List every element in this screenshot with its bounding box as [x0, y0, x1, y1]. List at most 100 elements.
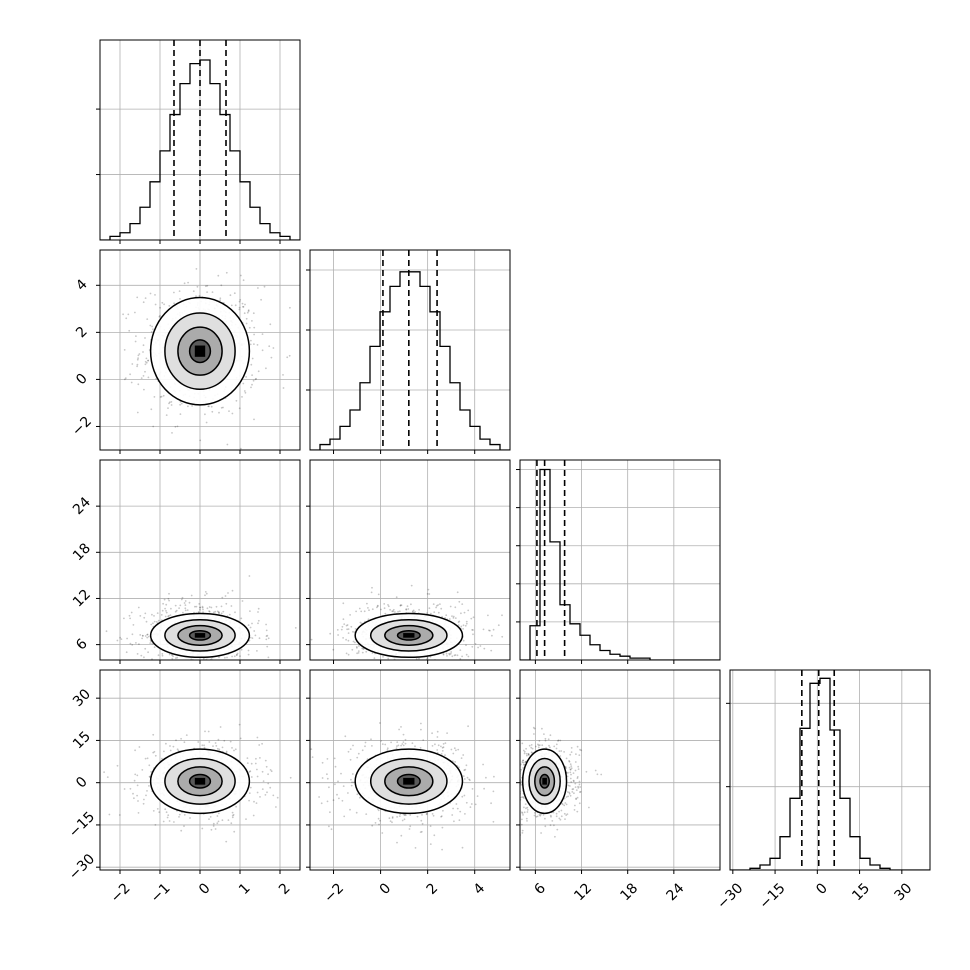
scatter-point — [574, 769, 577, 772]
scatter-point — [167, 597, 170, 600]
scatter-point — [143, 616, 146, 619]
scatter-point — [352, 630, 354, 633]
scatter-point — [142, 344, 145, 347]
scatter-point — [138, 746, 141, 748]
scatter-point — [201, 744, 204, 747]
scatter-point — [182, 661, 184, 663]
scatter-point — [466, 664, 468, 666]
scatter-point — [398, 667, 400, 669]
scatter-point — [428, 607, 431, 610]
scatter-point — [433, 662, 435, 664]
scatter-point — [194, 605, 196, 608]
scatter-point — [491, 634, 493, 637]
scatter-point — [570, 747, 573, 749]
scatter-point — [131, 363, 134, 365]
scatter-point — [451, 814, 454, 816]
scatter-point — [520, 780, 522, 783]
scatter-point — [187, 281, 190, 284]
scatter-point — [161, 653, 164, 655]
scatter-point — [181, 671, 183, 673]
scatter-point — [336, 793, 338, 796]
scatter-point — [261, 333, 264, 335]
scatter-point — [231, 814, 234, 817]
scatter-point — [161, 609, 164, 612]
scatter-point — [398, 610, 401, 613]
scatter-point — [476, 795, 479, 797]
scatter-point — [219, 297, 222, 300]
y-tick-label: 12 — [70, 587, 94, 611]
scatter-point — [340, 772, 342, 775]
scatter-point — [144, 360, 147, 363]
scatter-point — [208, 405, 210, 408]
scatter-point — [175, 675, 177, 677]
scatter-point — [254, 634, 257, 637]
scatter-point — [453, 747, 456, 750]
scatter-point — [282, 387, 285, 389]
scatter-point — [129, 373, 132, 376]
scatter-point — [150, 770, 153, 773]
scatter-point — [151, 613, 153, 616]
scatter-point — [220, 612, 223, 615]
scatter-point — [136, 774, 139, 777]
scatter-point — [354, 641, 356, 644]
scatter-point — [168, 599, 171, 602]
scatter-point — [376, 604, 379, 607]
y-tick-label: 2 — [73, 324, 91, 342]
scatter-point — [207, 405, 210, 408]
scatter-point — [453, 654, 456, 657]
scatter-point — [573, 809, 576, 811]
scatter-point — [257, 611, 259, 613]
scatter-point — [144, 612, 147, 615]
scatter-point — [160, 395, 163, 398]
scatter-point — [266, 645, 269, 648]
scatter-point — [212, 822, 215, 825]
scatter-point — [526, 809, 529, 811]
scatter-point — [445, 652, 448, 655]
scatter-point — [182, 611, 184, 614]
scatter-point — [198, 294, 201, 297]
scatter-point — [221, 746, 224, 749]
scatter-point — [254, 378, 257, 381]
scatter-point — [459, 649, 462, 651]
scatter-point — [183, 741, 186, 744]
scatter-point — [429, 825, 432, 827]
scatter-point — [188, 601, 191, 604]
scatter-point — [241, 396, 243, 398]
scatter-point — [242, 279, 245, 282]
scatter-point — [523, 806, 525, 809]
density-panel-2-0 — [96, 459, 301, 677]
scatter-point — [257, 370, 260, 373]
scatter-point — [233, 830, 236, 833]
scatter-point — [225, 751, 228, 754]
scatter-point — [272, 794, 275, 797]
scatter-point — [214, 828, 217, 830]
scatter-point — [548, 744, 550, 747]
scatter-point — [215, 605, 218, 608]
scatter-point — [361, 647, 363, 650]
y-tick-label: 30 — [70, 686, 94, 710]
scatter-point — [198, 603, 201, 605]
scatter-point — [136, 411, 139, 414]
scatter-point — [162, 394, 165, 397]
scatter-point — [224, 595, 227, 597]
scatter-point — [465, 620, 468, 623]
hist-panel-0 — [96, 39, 301, 244]
scatter-point — [354, 628, 357, 630]
scatter-point — [457, 624, 460, 626]
scatter-point — [289, 306, 291, 309]
scatter-point — [436, 604, 438, 607]
scatter-point — [568, 791, 571, 794]
scatter-point — [440, 745, 442, 748]
scatter-point — [269, 769, 272, 771]
scatter-point — [265, 367, 267, 370]
scatter-point — [405, 608, 408, 610]
scatter-point — [135, 642, 137, 644]
scatter-point — [392, 610, 395, 613]
scatter-point — [475, 684, 477, 686]
scatter-point — [425, 813, 428, 816]
scatter-point — [530, 744, 533, 746]
scatter-point — [215, 745, 218, 747]
scatter-point — [253, 333, 256, 336]
scatter-point — [570, 781, 573, 783]
scatter-point — [458, 819, 461, 822]
